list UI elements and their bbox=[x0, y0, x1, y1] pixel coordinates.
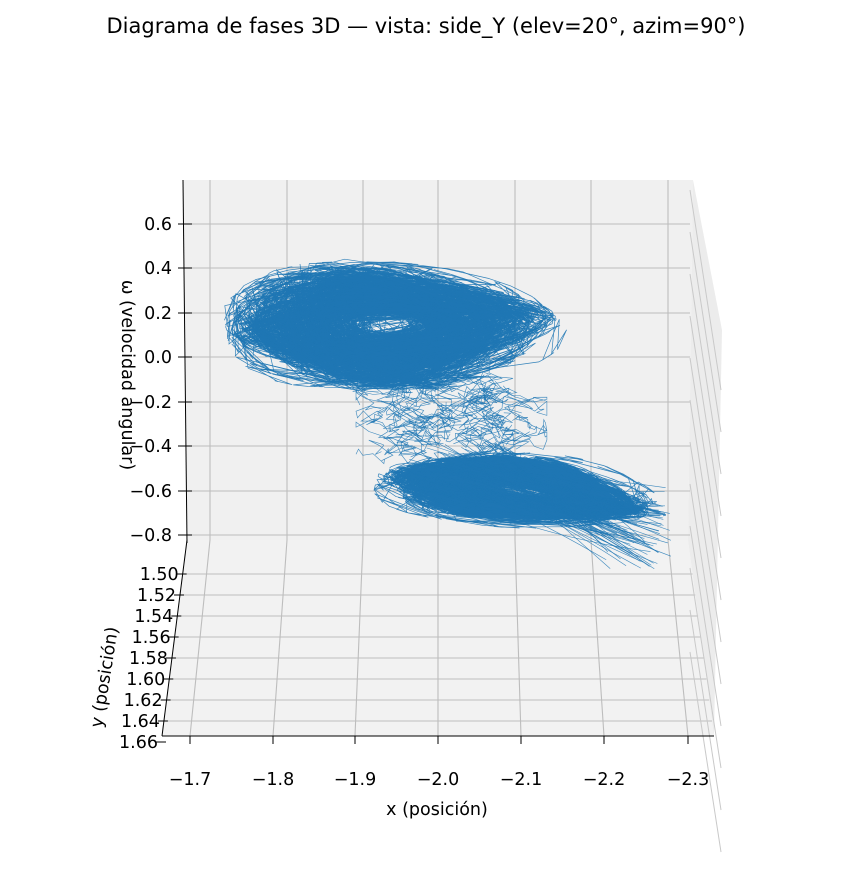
y-tick-label: 1.66 bbox=[119, 733, 158, 753]
x-tick-label: −1.9 bbox=[334, 770, 377, 790]
z-tick-label: 0.6 bbox=[144, 215, 172, 235]
x-tick-label: −2.1 bbox=[500, 770, 543, 790]
x-tick-label: −1.7 bbox=[169, 770, 212, 790]
chart-title: Diagrama de fases 3D — vista: side_Y (el… bbox=[107, 14, 746, 39]
y-tick-label: 1.52 bbox=[137, 586, 176, 606]
y-tick-label: 1.62 bbox=[124, 691, 163, 711]
x-tick-label: −1.8 bbox=[252, 770, 295, 790]
y-tick-label: 1.50 bbox=[140, 565, 179, 585]
y-tick-label: 1.54 bbox=[134, 607, 173, 627]
z-tick-label: 0.2 bbox=[144, 304, 172, 324]
y-axis-label: y (posición) bbox=[87, 625, 123, 729]
y-tick-label: 1.60 bbox=[126, 670, 165, 690]
x-tick-label: −2.0 bbox=[417, 770, 460, 790]
z-tick-label: 0.0 bbox=[144, 348, 172, 368]
x-tick-label: −2.3 bbox=[667, 770, 710, 790]
y-tick-label: 1.56 bbox=[132, 628, 171, 648]
x-tick-label: −2.2 bbox=[583, 770, 626, 790]
x-axis-label: x (posición) bbox=[386, 800, 488, 820]
z-tick-label: 0.4 bbox=[144, 259, 172, 279]
y-tick-label: 1.58 bbox=[129, 649, 168, 669]
z-axis-label: ω (velocidad angular) bbox=[117, 280, 137, 470]
z-tick-label: −0.6 bbox=[130, 482, 173, 502]
z-tick-label: −0.8 bbox=[130, 526, 173, 546]
y-tick-label: 1.64 bbox=[121, 712, 160, 732]
